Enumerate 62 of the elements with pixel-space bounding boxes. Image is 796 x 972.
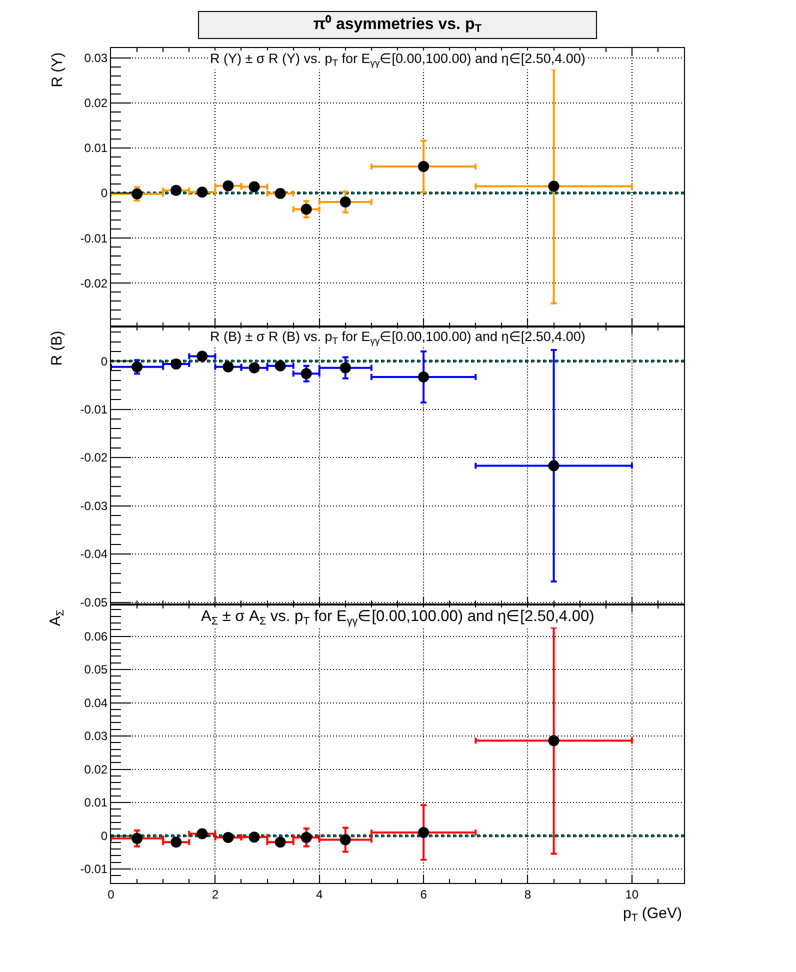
point xyxy=(418,826,430,838)
y-axis-title: R (Y) xyxy=(48,52,66,88)
y-tick-label: 0.05 xyxy=(84,662,108,677)
point xyxy=(274,360,286,372)
y-axis-title: R (B) xyxy=(48,330,66,366)
y-tick-label: 0 xyxy=(100,186,108,200)
point xyxy=(132,832,143,844)
point xyxy=(548,460,560,472)
point xyxy=(222,361,234,372)
point xyxy=(340,362,351,374)
point xyxy=(274,836,286,848)
y-tick-label: 0.02 xyxy=(84,762,108,776)
y-tick-label: -0.02 xyxy=(80,450,108,465)
y-tick-label: 0.02 xyxy=(84,96,108,110)
y-tick-label: -0.01 xyxy=(80,231,108,246)
x-tick-label: 2 xyxy=(212,887,219,902)
point xyxy=(170,184,182,196)
chart-subtitle: R (B) ± σ R (B) vs. p$_{T}$ for E$_{γγ}$∈[0.00,100.00) and η∈[2.50,4.00) xyxy=(210,329,586,347)
x-tick-label: 8 xyxy=(524,887,532,902)
point xyxy=(132,188,143,200)
point xyxy=(300,204,312,215)
point xyxy=(170,836,182,848)
point xyxy=(196,350,208,362)
y-tick-label: 0 xyxy=(100,354,108,368)
y-tick-label: -0.02 xyxy=(80,276,108,290)
point xyxy=(196,186,208,198)
y-tick-label: -0.04 xyxy=(80,547,108,562)
y-tick-label: -0.01 xyxy=(80,402,108,417)
y-tick-label: -0.03 xyxy=(80,498,108,513)
point xyxy=(248,181,260,192)
chart-subtitle: A$_{Σ}$ ± σ A$_{Σ}$ vs. p$_{T}$ for E$_{γγ}$∈[0.00,100.00) and η∈[2.50,4.00) xyxy=(201,608,594,628)
y-tick-label: 0.01 xyxy=(84,796,108,810)
point xyxy=(418,160,430,172)
point xyxy=(248,832,260,843)
point xyxy=(300,832,312,843)
y-tick-label: 0.06 xyxy=(84,629,108,644)
y-tick-label: 0.04 xyxy=(84,696,108,710)
point xyxy=(548,735,560,746)
y-tick-label: 0 xyxy=(100,828,108,843)
point xyxy=(170,358,182,370)
point xyxy=(222,832,234,843)
x-axis-title: p$_{T}$ (GeV) xyxy=(623,905,682,924)
point xyxy=(248,362,260,374)
y-tick-label: 0.03 xyxy=(84,729,108,744)
point xyxy=(340,196,351,208)
point xyxy=(548,180,560,192)
point xyxy=(418,371,430,382)
x-tick-label: 6 xyxy=(420,887,428,902)
point xyxy=(274,188,286,199)
x-tick-label: 10 xyxy=(625,887,639,902)
point xyxy=(222,180,234,192)
x-tick-label: 4 xyxy=(316,887,324,902)
point xyxy=(340,834,351,846)
y-tick-label: 0.03 xyxy=(84,51,108,66)
y-tick-label: -0.01 xyxy=(80,862,108,876)
point xyxy=(132,361,143,372)
chart-title: π⁰ asymmetries vs. p$_{T}$ xyxy=(313,16,482,36)
chart-subtitle: R (Y) ± σ R (Y) vs. p$_{T}$ for E$_{γγ}$∈[0.00,100.00) and η∈[2.50,4.00) xyxy=(210,51,586,69)
point xyxy=(300,368,312,380)
point xyxy=(196,828,208,840)
y-tick-label: 0.01 xyxy=(84,141,108,156)
y-tick-label: -0.05 xyxy=(80,595,108,610)
